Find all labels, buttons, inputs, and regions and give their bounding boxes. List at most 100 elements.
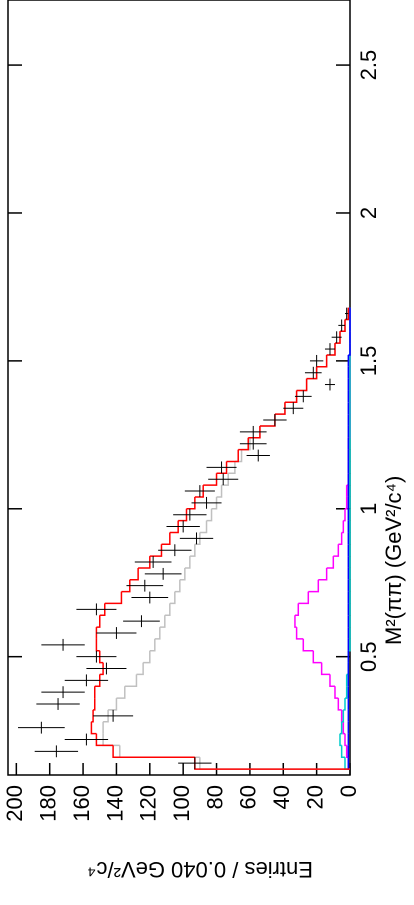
histogram-step bbox=[334, 686, 339, 699]
histogram-step bbox=[143, 650, 151, 664]
histogram-step bbox=[294, 603, 300, 617]
histogram-step bbox=[116, 686, 126, 699]
histogram-step bbox=[248, 425, 261, 439]
histogram-step bbox=[211, 496, 218, 510]
histogram-step bbox=[238, 437, 249, 451]
y-tick-label: 60 bbox=[236, 785, 261, 809]
histogram-step bbox=[344, 496, 348, 510]
y-tick-label: 80 bbox=[202, 785, 227, 809]
histogram-step bbox=[308, 579, 320, 593]
histogram-step bbox=[94, 674, 101, 688]
histogram-step bbox=[348, 343, 351, 356]
histogram-step bbox=[228, 461, 236, 475]
histogram-step bbox=[342, 721, 345, 735]
histogram-step bbox=[295, 627, 304, 640]
histogram-step bbox=[159, 615, 166, 628]
histogram-step bbox=[284, 390, 298, 404]
histogram-step bbox=[161, 532, 171, 546]
histogram-step bbox=[129, 567, 139, 581]
histogram-step bbox=[298, 591, 310, 605]
histogram-step bbox=[338, 532, 343, 546]
histogram-step bbox=[149, 544, 163, 557]
y-tick-label: 140 bbox=[102, 785, 127, 822]
histogram-step bbox=[294, 615, 297, 628]
histogram-step bbox=[93, 698, 96, 711]
histogram-step bbox=[149, 638, 156, 652]
histogram-step bbox=[124, 674, 138, 688]
histogram-step bbox=[95, 733, 114, 747]
histogram-step bbox=[203, 473, 218, 486]
histogram-step bbox=[154, 627, 161, 640]
histogram-step bbox=[339, 319, 346, 333]
y-tick-label: 200 bbox=[2, 785, 27, 822]
histogram-step bbox=[296, 378, 308, 392]
histogram-step bbox=[341, 520, 345, 534]
histogram-step bbox=[164, 603, 171, 617]
histogram-step bbox=[194, 485, 204, 498]
x-tick-label: 1 bbox=[356, 503, 381, 515]
x-tick-label: 2.5 bbox=[356, 50, 381, 81]
histogram-step bbox=[318, 567, 328, 581]
histogram-step bbox=[112, 745, 195, 759]
histogram-step bbox=[136, 662, 144, 676]
y-tick-label: 20 bbox=[302, 785, 327, 809]
histogram-step bbox=[344, 307, 350, 321]
histogram-step bbox=[316, 354, 328, 368]
histogram-step bbox=[169, 520, 179, 534]
histogram-step bbox=[343, 508, 346, 522]
histogram-step bbox=[341, 709, 345, 723]
y-tick-label: 160 bbox=[69, 785, 94, 822]
plot-frame bbox=[7, 0, 351, 776]
histogram-step bbox=[320, 662, 330, 676]
histogram-step bbox=[99, 650, 104, 664]
histogram-step bbox=[284, 390, 298, 404]
y-axis-title: Entries / 0.040 GeV²/c⁴ bbox=[87, 857, 313, 882]
y-tick-label: 180 bbox=[36, 785, 61, 822]
x-axis-title: M²(ππ) (GeV²/c⁴) bbox=[381, 476, 406, 645]
histogram-step bbox=[96, 615, 101, 628]
histogram-step bbox=[121, 579, 131, 593]
histogram-step bbox=[344, 686, 348, 699]
histogram-step bbox=[95, 638, 100, 652]
y-tick-label: 100 bbox=[169, 785, 194, 822]
histogram-step bbox=[340, 745, 345, 759]
x-tick-label: 0.5 bbox=[356, 641, 381, 672]
histogram-step bbox=[343, 698, 346, 711]
histogram-step bbox=[108, 698, 118, 711]
histogram-step bbox=[184, 556, 191, 569]
histogram-step bbox=[194, 532, 201, 546]
x-tick-label: 1.5 bbox=[356, 346, 381, 377]
histogram-step bbox=[339, 733, 342, 747]
histogram-step bbox=[339, 721, 343, 735]
histogram-step bbox=[296, 378, 308, 392]
histogram-step bbox=[274, 402, 286, 415]
histogram-step bbox=[302, 638, 314, 652]
histogram-step bbox=[174, 579, 181, 593]
histogram-step bbox=[337, 698, 342, 711]
histogram-step bbox=[179, 567, 186, 581]
histogram-step bbox=[344, 733, 347, 747]
histogram-step bbox=[186, 496, 196, 510]
histogram-step bbox=[334, 331, 341, 344]
histogram-step bbox=[216, 485, 223, 498]
histogram-step bbox=[326, 343, 336, 356]
histogram-step bbox=[189, 544, 196, 557]
histogram-step bbox=[90, 721, 97, 735]
histogram-step bbox=[199, 520, 208, 534]
histogram-step bbox=[169, 591, 176, 605]
histogram-step bbox=[103, 709, 109, 723]
histogram-step bbox=[326, 556, 335, 569]
histogram-step bbox=[221, 473, 229, 486]
histogram-step bbox=[199, 757, 350, 770]
x-tick-label: 2 bbox=[356, 207, 381, 219]
histogram-step bbox=[99, 603, 106, 617]
histogram-step bbox=[178, 508, 188, 522]
histogram-step bbox=[104, 591, 123, 605]
y-tick-label: 0 bbox=[336, 785, 361, 797]
y-tick-label: 40 bbox=[269, 785, 294, 809]
y-tick-label: 120 bbox=[136, 785, 161, 822]
histogram-step bbox=[306, 366, 318, 380]
histogram-step bbox=[216, 461, 228, 475]
histogram-step bbox=[194, 757, 350, 770]
